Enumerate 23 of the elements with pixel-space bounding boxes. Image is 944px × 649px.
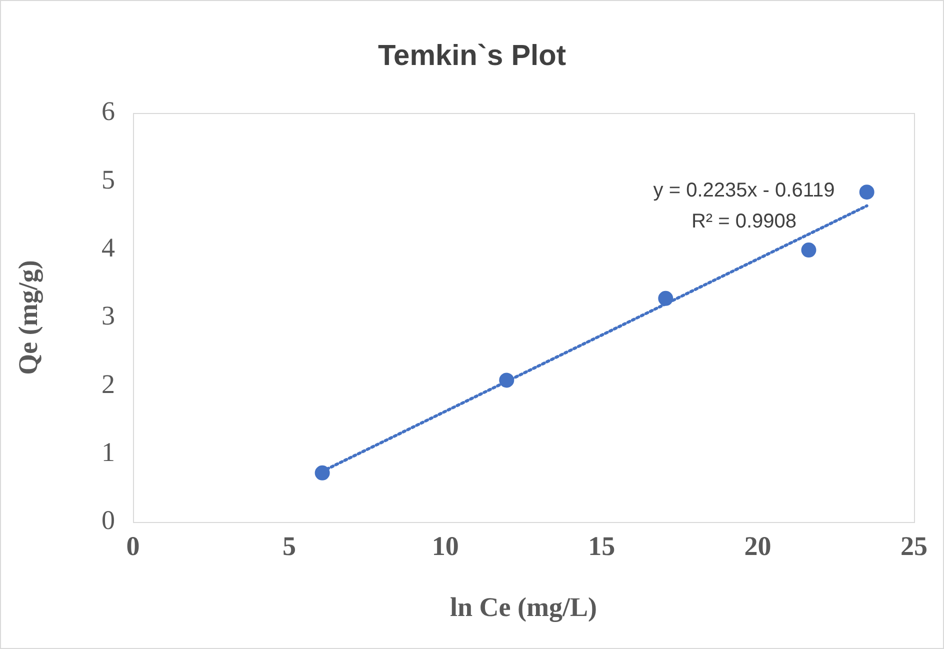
- x-tick-label: 15: [588, 531, 616, 562]
- annotation: y = 0.2235x - 0.6119: [653, 180, 835, 202]
- y-tick-label: 4: [102, 232, 116, 262]
- y-axis-title: Qe (mg/g): [13, 260, 44, 375]
- x-tick-label: 20: [744, 531, 772, 562]
- point: [801, 242, 816, 258]
- point: [499, 372, 514, 388]
- point: [658, 290, 674, 306]
- point: [314, 465, 330, 480]
- y-tick-label: 3: [102, 300, 115, 331]
- point: [859, 184, 874, 200]
- x-tick-label: 25: [900, 531, 928, 562]
- y-tick-label: 5: [102, 164, 115, 194]
- x-tick-label: 5: [282, 531, 296, 562]
- y-tick-label: 1: [102, 436, 115, 467]
- x-tick-label: 10: [432, 531, 459, 562]
- chart-title: Temkin`s Plot: [378, 40, 566, 72]
- x-axis-title: ln Ce (mg/L): [450, 592, 597, 622]
- annotation: R² = 0.9908: [691, 210, 797, 233]
- y-tick-label: 2: [102, 368, 115, 399]
- x-tick-label: 0: [126, 531, 140, 562]
- y-tick-label: 6: [102, 96, 115, 126]
- y-tick-label: 0: [102, 505, 115, 536]
